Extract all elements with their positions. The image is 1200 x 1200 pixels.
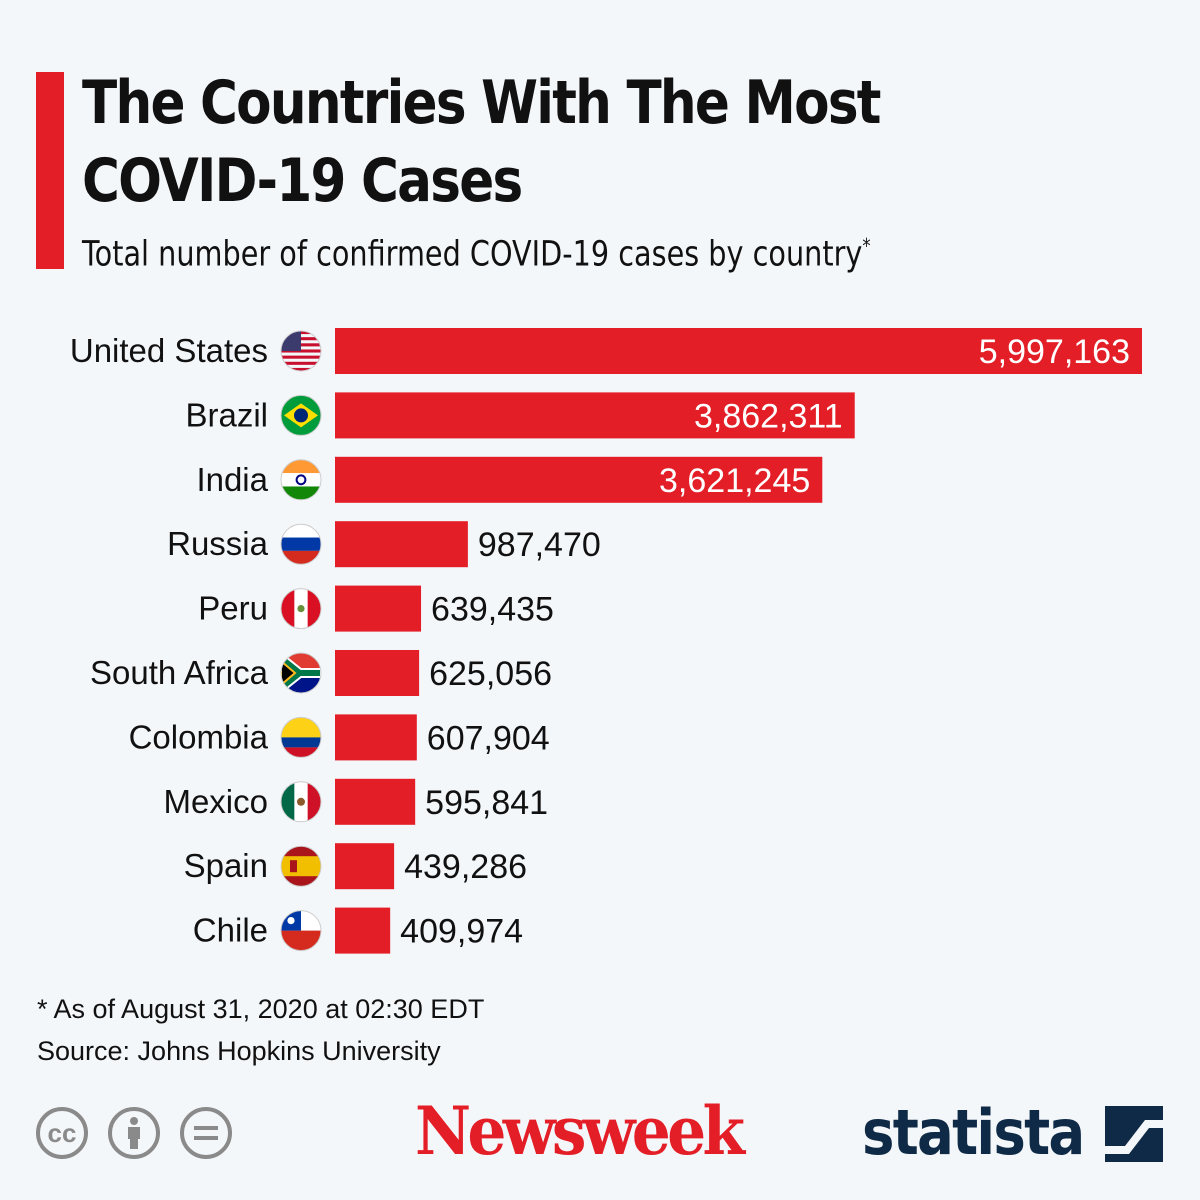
attribution-icon bbox=[108, 1107, 160, 1159]
bar bbox=[335, 585, 422, 632]
newsweek-logo: Newsweek bbox=[415, 1092, 745, 1170]
value-label: 5,997,163 bbox=[979, 333, 1130, 371]
bar bbox=[335, 714, 417, 761]
value-label: 595,841 bbox=[425, 784, 548, 822]
category-label: Mexico bbox=[163, 783, 268, 820]
flag-outline bbox=[280, 523, 322, 565]
category-label: Chile bbox=[193, 912, 268, 949]
flag-outline bbox=[280, 845, 322, 887]
bar bbox=[335, 907, 391, 954]
value-label: 625,056 bbox=[429, 655, 552, 693]
category-label: Brazil bbox=[185, 396, 268, 433]
brazil-flag-icon bbox=[281, 395, 321, 436]
flag-outline bbox=[280, 394, 322, 436]
category-label: Spain bbox=[184, 847, 268, 884]
category-label: Colombia bbox=[129, 718, 269, 755]
category-label: United States bbox=[70, 332, 268, 369]
mexico-flag-icon bbox=[281, 781, 321, 822]
source-note: Source: Johns Hopkins University bbox=[37, 1036, 441, 1066]
footnote: * As of August 31, 2020 at 02:30 EDT bbox=[37, 994, 485, 1024]
flag-outline bbox=[280, 781, 322, 823]
bar bbox=[335, 392, 855, 439]
russia-flag-icon bbox=[281, 524, 321, 565]
value-label: 3,621,245 bbox=[659, 462, 810, 500]
category-label: India bbox=[196, 461, 268, 498]
title-line-2: COVID-19 Cases bbox=[82, 146, 523, 216]
flag-outline bbox=[280, 716, 322, 758]
chile-flag-icon bbox=[281, 910, 321, 951]
bar bbox=[335, 843, 395, 890]
value-label: 639,435 bbox=[431, 591, 554, 629]
south-africa-flag-icon bbox=[281, 653, 321, 693]
flag-outline bbox=[280, 652, 322, 694]
flag-outline bbox=[280, 330, 322, 372]
colombia-flag-icon bbox=[281, 717, 321, 758]
statista-logo-icon bbox=[1105, 1106, 1163, 1162]
value-label: 439,286 bbox=[404, 848, 527, 886]
spain-flag-icon bbox=[281, 846, 321, 887]
value-label: 607,904 bbox=[427, 719, 550, 757]
title-accent-bar bbox=[36, 72, 64, 269]
bar bbox=[335, 650, 420, 696]
creative-commons-icon: cc bbox=[36, 1107, 88, 1159]
chart-subtitle: Total number of confirmed COVID-19 cases… bbox=[82, 234, 871, 275]
no-derivatives-icon bbox=[180, 1107, 232, 1159]
subtitle-text: Total number of confirmed COVID-19 cases… bbox=[82, 234, 863, 275]
bar-chart: United States 5,997,163 Brazil 3,862,311 Ind… bbox=[70, 328, 1142, 954]
chart-title: The Countries With The Most COVID-19 Cas… bbox=[82, 64, 942, 220]
flag-outline bbox=[280, 588, 322, 630]
flag-outline bbox=[280, 910, 322, 952]
value-label: 3,862,311 bbox=[694, 397, 843, 435]
us-flag-icon bbox=[281, 331, 321, 371]
category-label: Peru bbox=[198, 590, 268, 627]
peru-flag-icon bbox=[281, 588, 321, 629]
bar bbox=[335, 328, 1142, 374]
category-label: South Africa bbox=[90, 654, 269, 691]
bar bbox=[335, 456, 823, 503]
title-line-1: The Countries With The Most bbox=[82, 68, 881, 138]
statista-logo: statista bbox=[862, 1096, 1085, 1169]
value-label: 409,974 bbox=[400, 913, 523, 951]
india-flag-icon bbox=[281, 459, 321, 500]
bar bbox=[335, 778, 416, 825]
value-label: 987,470 bbox=[478, 526, 601, 564]
category-label: Russia bbox=[167, 525, 269, 562]
bar bbox=[335, 521, 468, 568]
flag-outline bbox=[280, 459, 322, 501]
subtitle-asterisk: * bbox=[862, 234, 871, 258]
